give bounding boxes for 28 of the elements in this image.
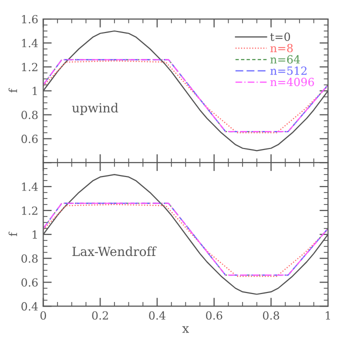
y-tick-label: 0.6 — [21, 134, 38, 144]
y-axis-title: f — [8, 88, 18, 92]
y-tick-label: 1.2 — [22, 206, 38, 215]
x-tick-label: 0 — [40, 311, 46, 320]
annotation: Lax-Wendroff — [72, 246, 157, 256]
y-tick-label: 1.4 — [22, 38, 38, 48]
x-tick-label: 0.2 — [92, 311, 108, 320]
x-tick-label: 0.6 — [206, 311, 222, 320]
y-tick-label: 0.8 — [21, 110, 38, 120]
legend-label: n=64 — [270, 55, 300, 64]
y-tick-label: 0.4 — [21, 302, 38, 311]
y-tick-label: 1.2 — [22, 62, 38, 72]
y-tick-label: 1 — [32, 230, 37, 239]
x-tick-label: 1 — [326, 311, 330, 320]
x-tick-label: 0.4 — [149, 311, 166, 320]
legend-label: n=512 — [270, 66, 307, 75]
y-tick-label: 1 — [32, 86, 37, 96]
x-axis-title: x — [182, 326, 189, 333]
y-tick-label: 1.4 — [22, 182, 38, 191]
y-tick-label: 1.6 — [22, 15, 38, 24]
x-tick-label: 0.8 — [262, 311, 280, 320]
legend-label: t=0 — [270, 32, 290, 41]
y-tick-label: 0.8 — [21, 254, 38, 263]
legend-label: n=8 — [270, 44, 293, 52]
y-axis-title: f — [8, 232, 18, 236]
legend-label: n=4096 — [270, 78, 314, 86]
annotation: upwind — [72, 102, 118, 115]
y-tick-label: 0.6 — [21, 278, 38, 287]
